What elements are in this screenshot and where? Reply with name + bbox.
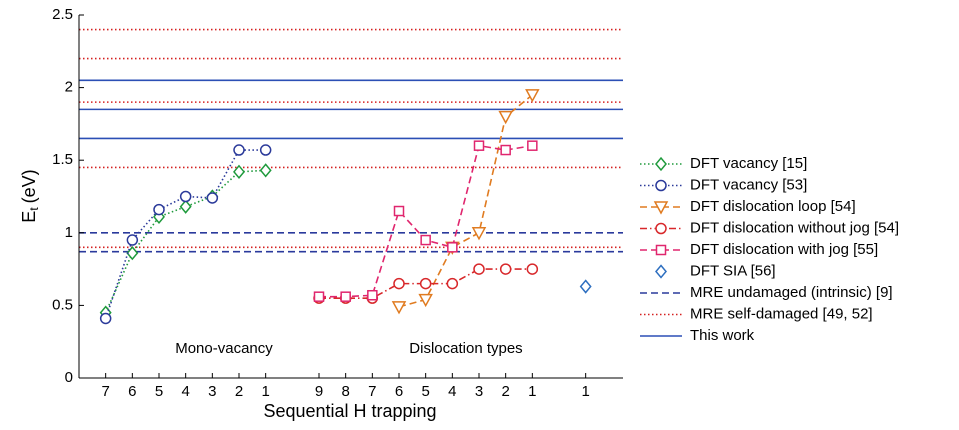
x-tick-label: 3: [208, 383, 216, 400]
legend-label: This work: [690, 327, 755, 344]
legend-label: DFT dislocation loop [54]: [690, 198, 856, 215]
y-label-main: E: [19, 211, 39, 223]
series-line: [319, 268, 533, 299]
data-point: [179, 190, 192, 203]
data-point: [126, 234, 139, 246]
x-tick-label: 6: [128, 383, 136, 400]
data-point: [393, 205, 405, 217]
data-point: [153, 203, 165, 216]
data-point: [367, 289, 378, 301]
data-point: [126, 245, 139, 261]
series-line: [319, 144, 533, 298]
x-tick-label: 4: [181, 383, 189, 400]
data-point: [391, 301, 407, 315]
legend-label: DFT vacancy [15]: [690, 155, 807, 172]
data-point: [420, 234, 431, 246]
legend-marker: [655, 156, 667, 172]
y-tick-label: 0: [65, 369, 73, 386]
annotation: Dislocation types: [409, 340, 522, 357]
legend-marker: [655, 264, 667, 279]
data-point: [498, 110, 513, 125]
data-point: [419, 277, 432, 290]
series-line: [398, 94, 533, 308]
y-label-subscript: t: [27, 207, 41, 211]
data-point: [527, 140, 538, 151]
data-point: [233, 164, 245, 179]
y-tick-label: 2.5: [52, 6, 73, 23]
x-tick-label: 8: [341, 383, 349, 400]
x-tick-label: 1: [528, 383, 536, 400]
data-point: [447, 242, 458, 253]
legend-label: DFT dislocation with jog [55]: [690, 241, 878, 258]
x-tick-label: 6: [395, 383, 403, 400]
data-point: [471, 227, 487, 241]
annotation: Mono-vacancy: [175, 340, 273, 357]
x-tick-label: 9: [315, 383, 323, 400]
legend-label: DFT vacancy [53]: [690, 176, 807, 193]
data-point: [313, 291, 325, 302]
data-point: [393, 277, 405, 290]
y-tick-label: 0.5: [52, 296, 73, 313]
data-point: [446, 277, 459, 290]
y-label-unit: (eV): [19, 169, 39, 203]
x-tick-label: 7: [368, 383, 376, 400]
x-tick-label: 3: [475, 383, 483, 400]
y-tick-label: 2: [65, 79, 73, 96]
data-point: [259, 163, 272, 178]
x-tick-label: 4: [448, 383, 456, 400]
data-point: [99, 312, 112, 325]
data-point: [259, 144, 272, 156]
legend-marker: [655, 222, 667, 235]
x-tick-label: 7: [101, 383, 109, 400]
data-point: [340, 291, 351, 302]
data-point: [418, 293, 433, 308]
legend-marker: [655, 179, 667, 192]
data-point: [525, 89, 540, 103]
data-point: [579, 279, 592, 294]
data-point: [526, 263, 539, 275]
data-point: [179, 199, 192, 214]
x-tick-label: 1: [581, 383, 589, 400]
legend-marker: [653, 201, 669, 215]
data-point: [206, 192, 219, 204]
x-tick-label: 5: [155, 383, 163, 400]
data-point: [233, 144, 245, 156]
data-point: [473, 140, 485, 151]
y-axis-label: Et (eV): [19, 169, 41, 222]
data-point: [499, 263, 512, 275]
legend-label: MRE undamaged (intrinsic) [9]: [690, 284, 893, 301]
legend-label: MRE self-damaged [49, 52]: [690, 305, 873, 322]
x-tick-label: 1: [261, 383, 269, 400]
y-tick-label: 1.5: [52, 151, 73, 168]
legend-marker: [655, 244, 667, 256]
x-tick-label: 2: [235, 383, 243, 400]
x-axis-label: Sequential H trapping: [263, 401, 436, 421]
data-point: [473, 263, 485, 275]
y-tick-label: 1: [65, 224, 73, 241]
legend-label: DFT dislocation without jog [54]: [690, 219, 899, 236]
x-tick-label: 5: [421, 383, 429, 400]
legend-label: DFT SIA [56]: [690, 262, 776, 279]
data-point: [500, 144, 511, 156]
x-tick-label: 2: [501, 383, 509, 400]
